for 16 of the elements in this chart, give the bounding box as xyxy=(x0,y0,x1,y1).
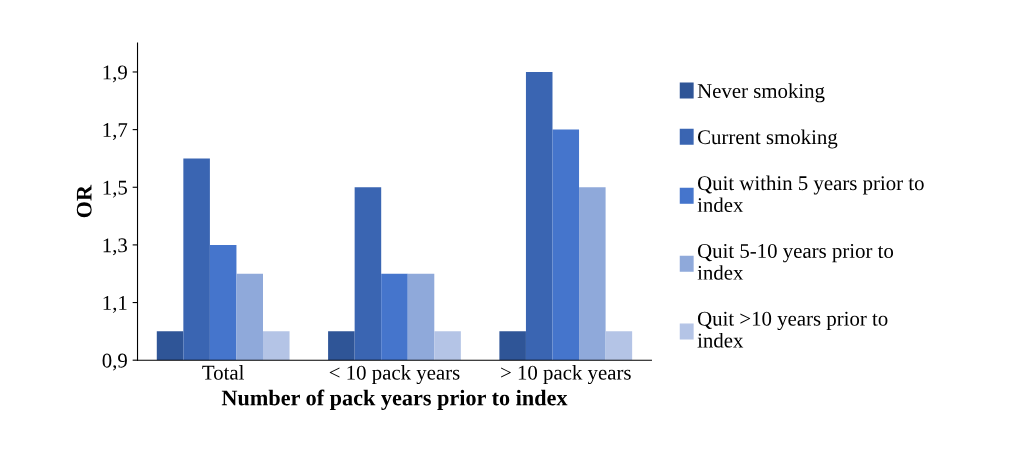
y-axis-title: OR xyxy=(76,184,92,218)
legend-label: Quit 5-10 years prior to index xyxy=(697,243,894,280)
y-tick-label: 1,9 xyxy=(103,65,127,83)
y-tick-label: 1,3 xyxy=(103,238,127,256)
legend-label: Current smoking xyxy=(697,129,838,149)
y-tick-label: 0,9 xyxy=(102,353,127,371)
y-tick-label: 1,1 xyxy=(103,296,127,313)
y-tick-label: 1,7 xyxy=(103,123,128,141)
x-axis-title: Number of pack years prior to index xyxy=(221,389,568,410)
legend-label: Quit >10 years prior to index xyxy=(697,311,888,348)
y-tick-label: 1,5 xyxy=(103,180,127,198)
x-tick-label: Total xyxy=(202,365,245,380)
x-tick-label: > 10 pack years xyxy=(501,365,631,384)
x-tick-label: < 10 pack years xyxy=(329,365,460,384)
legend-label: Quit within 5 years prior to index xyxy=(697,175,924,213)
legend-label: Never smoking xyxy=(697,83,825,103)
